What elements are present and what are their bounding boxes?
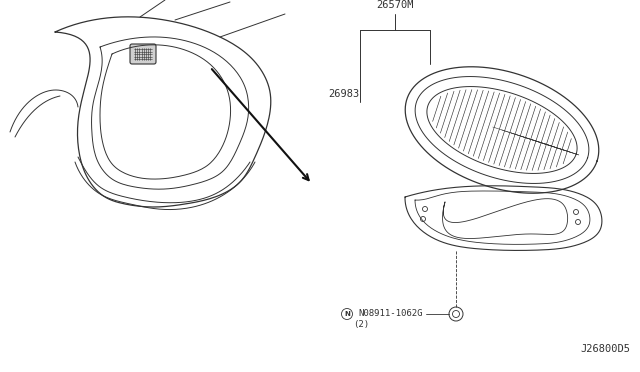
- Text: J26800D5: J26800D5: [580, 344, 630, 354]
- Text: 26983: 26983: [328, 89, 359, 99]
- Text: N: N: [344, 311, 350, 317]
- Text: (2): (2): [353, 320, 369, 328]
- FancyBboxPatch shape: [130, 44, 156, 64]
- Text: N08911-1062G: N08911-1062G: [358, 310, 422, 318]
- Text: 26570M: 26570M: [376, 0, 413, 10]
